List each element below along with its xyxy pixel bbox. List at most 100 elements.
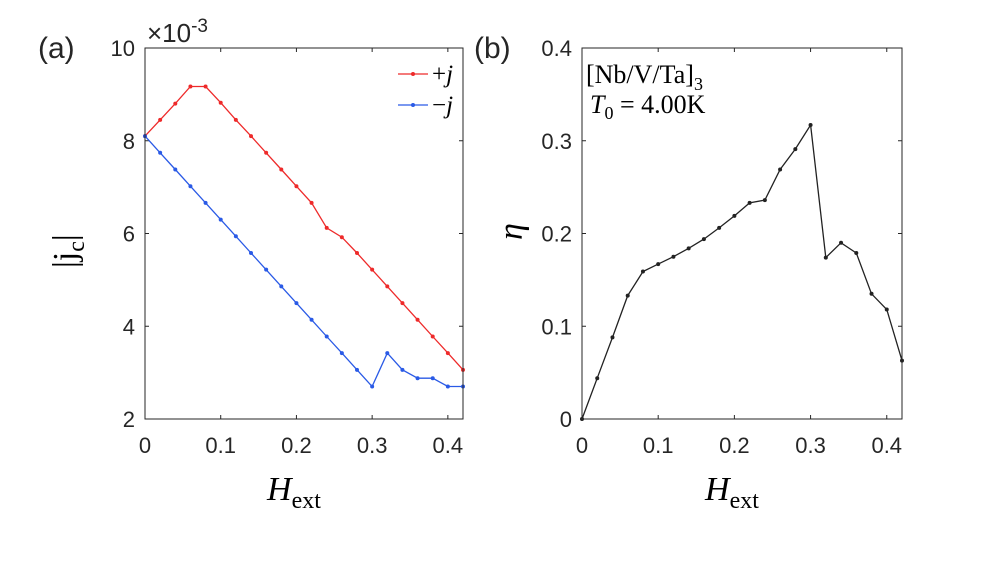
- b-data-point: [793, 147, 798, 152]
- a-data-point: [385, 284, 390, 289]
- axes-box-a: [144, 47, 464, 420]
- a-data-point: [445, 384, 450, 389]
- a-data-point: [385, 351, 390, 356]
- x-axis-label-b: Hext: [704, 471, 759, 514]
- b-y-tick-label: 0.4: [541, 36, 572, 61]
- b-data-point: [823, 255, 828, 260]
- a-data-point: [249, 250, 253, 255]
- b-data-point: [656, 262, 661, 267]
- panel-a-label: (a): [38, 32, 75, 65]
- b-y-tick-label: 0: [560, 407, 572, 432]
- a-data-point: [203, 200, 208, 205]
- b-y-tick-label: 0.2: [541, 222, 572, 247]
- a-data-point: [430, 376, 435, 381]
- a-data-point: [355, 367, 359, 372]
- b-y-tick-label: 0.1: [541, 314, 572, 339]
- b-data-point: [778, 167, 783, 172]
- a-data-point: [188, 84, 193, 89]
- b-x-tick-label: 0.2: [719, 433, 750, 458]
- a-y-tick-label: 6: [123, 222, 135, 247]
- exponent-base: ×10: [147, 18, 191, 48]
- legend-marker-minus-j: [411, 103, 415, 107]
- a-data-point: [158, 150, 163, 155]
- y-axis-label-b: η: [493, 223, 530, 240]
- series-a: [143, 84, 465, 389]
- legend-a: +j −j: [398, 61, 453, 119]
- b-series-line-0: [581, 123, 903, 420]
- b-data-point: [610, 335, 615, 340]
- legend-label-plus-j: +j: [432, 61, 453, 88]
- a-data-point: [309, 317, 314, 322]
- annotation-temperature: T0 = 4.00K: [590, 90, 706, 123]
- a-data-point: [445, 351, 450, 356]
- a-data-point: [415, 317, 420, 322]
- a-data-point: [233, 117, 238, 122]
- a-data-point: [339, 351, 344, 356]
- b-x-tick-label: 0: [576, 433, 588, 458]
- a-data-point: [188, 184, 193, 189]
- ticks-a: 0 0.1 0.2 0.3 0.4 2 4 6 8 10: [111, 36, 464, 458]
- a-y-tick-label: 8: [123, 129, 135, 154]
- annotation-material: [Nb/V/Ta]3: [586, 60, 703, 94]
- b-x-tick-label: 0.3: [795, 433, 826, 458]
- y-axis-label-a: |jc|: [47, 234, 90, 268]
- a-data-point: [355, 250, 359, 255]
- a-data-point: [279, 284, 284, 289]
- a-data-point: [324, 334, 329, 339]
- a-data-point: [415, 376, 420, 381]
- a-data-point: [249, 134, 253, 139]
- a-x-tick-label: 0.3: [357, 433, 388, 458]
- a-data-point: [279, 167, 284, 172]
- b-data-point: [717, 225, 722, 230]
- b-data-point: [686, 246, 691, 251]
- a-x-tick-label: 0: [139, 433, 151, 458]
- a-data-point: [203, 84, 208, 89]
- a-data-point: [218, 217, 223, 222]
- a-series-line-0: [144, 85, 464, 371]
- a-data-point: [173, 167, 178, 172]
- a-y-tick-label: 10: [111, 36, 135, 61]
- b-x-tick-label: 0.4: [871, 433, 902, 458]
- series-b: [580, 122, 904, 421]
- legend-marker-plus-j: [411, 72, 415, 76]
- a-data-point: [264, 150, 269, 155]
- a-data-point: [158, 117, 163, 122]
- b-data-point: [808, 122, 813, 127]
- a-data-point: [324, 225, 329, 230]
- ticks-b: 0 0.1 0.2 0.3 0.4 0 0.1 0.2 0.3 0.4: [541, 36, 902, 458]
- a-data-point: [173, 101, 178, 106]
- a-data-point: [339, 235, 344, 240]
- b-data-point: [595, 376, 600, 381]
- panel-b-label: (b): [474, 32, 511, 65]
- b-data-point: [747, 200, 752, 205]
- axes-box-b: [581, 47, 903, 420]
- b-data-point: [839, 240, 844, 245]
- panel-a-exponent: ×10-3: [147, 16, 208, 48]
- a-data-point: [400, 367, 405, 372]
- b-data-point: [869, 291, 874, 296]
- b-y-tick-label: 0.3: [541, 129, 572, 154]
- b-data-point: [854, 250, 859, 255]
- a-data-point: [370, 384, 375, 389]
- panel-a: (a) ×10-3 0 0.1 0.2 0.3 0.4 2 4 6 8 10 +j −j Hext…: [38, 16, 465, 514]
- b-data-point: [671, 254, 676, 259]
- a-y-tick-label: 4: [123, 314, 135, 339]
- a-data-point: [264, 267, 269, 272]
- a-data-point: [294, 301, 299, 306]
- b-data-point: [625, 293, 630, 298]
- a-data-point: [233, 234, 238, 239]
- b-data-point: [762, 198, 767, 203]
- a-data-point: [400, 301, 405, 306]
- a-x-tick-label: 0.1: [205, 433, 236, 458]
- a-x-tick-label: 0.2: [281, 433, 312, 458]
- a-data-point: [370, 267, 375, 272]
- a-x-tick-label: 0.4: [433, 433, 464, 458]
- a-y-tick-label: 2: [123, 407, 135, 432]
- b-x-tick-label: 0.1: [643, 433, 674, 458]
- b-data-point: [701, 237, 706, 242]
- b-data-point: [884, 307, 889, 312]
- a-data-point: [294, 184, 299, 189]
- b-data-point: [640, 269, 645, 274]
- a-data-point: [309, 200, 314, 205]
